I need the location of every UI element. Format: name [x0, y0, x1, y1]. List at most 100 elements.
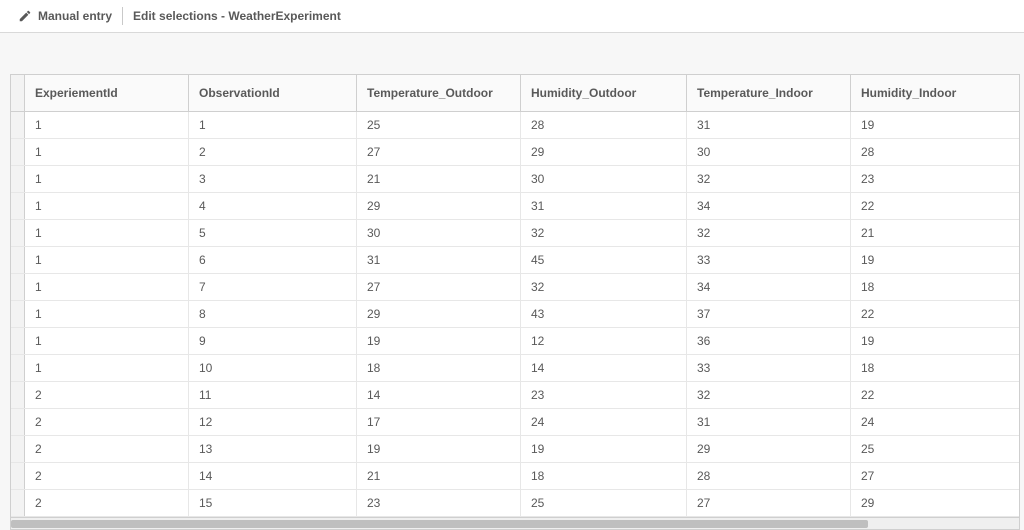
- cell[interactable]: 22: [851, 301, 1019, 327]
- cell[interactable]: 1: [25, 247, 189, 273]
- edit-selections-button[interactable]: Edit selections - WeatherExperiment: [123, 0, 351, 32]
- cell[interactable]: 1: [25, 328, 189, 354]
- cell[interactable]: 28: [687, 463, 851, 489]
- cell[interactable]: 24: [521, 409, 687, 435]
- cell[interactable]: 1: [25, 355, 189, 381]
- cell[interactable]: 4: [189, 193, 357, 219]
- cell[interactable]: 14: [521, 355, 687, 381]
- cell[interactable]: 2: [25, 409, 189, 435]
- cell[interactable]: 27: [851, 463, 1019, 489]
- cell[interactable]: 43: [521, 301, 687, 327]
- cell[interactable]: 1: [25, 274, 189, 300]
- cell[interactable]: 34: [687, 193, 851, 219]
- col-header-experimentid[interactable]: ExperiementId: [25, 75, 189, 111]
- cell[interactable]: 30: [357, 220, 521, 246]
- col-header-observationid[interactable]: ObservationId: [189, 75, 357, 111]
- cell[interactable]: 6: [189, 247, 357, 273]
- cell[interactable]: 32: [687, 166, 851, 192]
- cell[interactable]: 29: [357, 301, 521, 327]
- cell[interactable]: 19: [851, 328, 1019, 354]
- cell[interactable]: 27: [357, 139, 521, 165]
- cell[interactable]: 11: [189, 382, 357, 408]
- table-row[interactable]: 1 6 31 45 33 19: [11, 247, 1019, 274]
- cell[interactable]: 2: [25, 382, 189, 408]
- table-row[interactable]: 1 3 21 30 32 23: [11, 166, 1019, 193]
- cell[interactable]: 23: [357, 490, 521, 516]
- cell[interactable]: 2: [25, 490, 189, 516]
- cell[interactable]: 18: [357, 355, 521, 381]
- cell[interactable]: 19: [851, 112, 1019, 138]
- cell[interactable]: 1: [25, 112, 189, 138]
- data-grid[interactable]: ExperiementId ObservationId Temperature_…: [10, 74, 1020, 518]
- cell[interactable]: 30: [687, 139, 851, 165]
- cell[interactable]: 30: [521, 166, 687, 192]
- table-row[interactable]: 1 4 29 31 34 22: [11, 193, 1019, 220]
- cell[interactable]: 28: [521, 112, 687, 138]
- cell[interactable]: 3: [189, 166, 357, 192]
- cell[interactable]: 32: [521, 274, 687, 300]
- cell[interactable]: 34: [687, 274, 851, 300]
- table-row[interactable]: 1 5 30 32 32 21: [11, 220, 1019, 247]
- cell[interactable]: 29: [851, 490, 1019, 516]
- cell[interactable]: 14: [357, 382, 521, 408]
- cell[interactable]: 8: [189, 301, 357, 327]
- cell[interactable]: 1: [189, 112, 357, 138]
- cell[interactable]: 25: [357, 112, 521, 138]
- cell[interactable]: 31: [687, 112, 851, 138]
- cell[interactable]: 25: [521, 490, 687, 516]
- cell[interactable]: 1: [25, 139, 189, 165]
- cell[interactable]: 1: [25, 301, 189, 327]
- col-header-temperature-indoor[interactable]: Temperature_Indoor: [687, 75, 851, 111]
- cell[interactable]: 12: [189, 409, 357, 435]
- cell[interactable]: 28: [851, 139, 1019, 165]
- cell[interactable]: 27: [357, 274, 521, 300]
- cell[interactable]: 12: [521, 328, 687, 354]
- table-row[interactable]: 1 2 27 29 30 28: [11, 139, 1019, 166]
- cell[interactable]: 14: [189, 463, 357, 489]
- table-row[interactable]: 1 10 18 14 33 18: [11, 355, 1019, 382]
- table-row[interactable]: 2 14 21 18 28 27: [11, 463, 1019, 490]
- table-row[interactable]: 2 15 23 25 27 29: [11, 490, 1019, 517]
- table-row[interactable]: 1 1 25 28 31 19: [11, 112, 1019, 139]
- cell[interactable]: 27: [687, 490, 851, 516]
- table-row[interactable]: 1 8 29 43 37 22: [11, 301, 1019, 328]
- manual-entry-button[interactable]: Manual entry: [8, 0, 122, 32]
- cell[interactable]: 10: [189, 355, 357, 381]
- cell[interactable]: 45: [521, 247, 687, 273]
- cell[interactable]: 23: [851, 166, 1019, 192]
- horizontal-scrollbar[interactable]: [10, 518, 1020, 530]
- cell[interactable]: 2: [189, 139, 357, 165]
- cell[interactable]: 19: [851, 247, 1019, 273]
- cell[interactable]: 17: [357, 409, 521, 435]
- cell[interactable]: 31: [521, 193, 687, 219]
- cell[interactable]: 13: [189, 436, 357, 462]
- cell[interactable]: 21: [851, 220, 1019, 246]
- cell[interactable]: 31: [357, 247, 521, 273]
- cell[interactable]: 37: [687, 301, 851, 327]
- cell[interactable]: 21: [357, 463, 521, 489]
- cell[interactable]: 1: [25, 220, 189, 246]
- cell[interactable]: 22: [851, 193, 1019, 219]
- col-header-humidity-indoor[interactable]: Humidity_Indoor: [851, 75, 1019, 111]
- cell[interactable]: 33: [687, 247, 851, 273]
- cell[interactable]: 33: [687, 355, 851, 381]
- scrollbar-thumb[interactable]: [11, 520, 868, 528]
- cell[interactable]: 7: [189, 274, 357, 300]
- cell[interactable]: 29: [687, 436, 851, 462]
- cell[interactable]: 25: [851, 436, 1019, 462]
- cell[interactable]: 2: [25, 436, 189, 462]
- cell[interactable]: 23: [521, 382, 687, 408]
- cell[interactable]: 21: [357, 166, 521, 192]
- col-header-temperature-outdoor[interactable]: Temperature_Outdoor: [357, 75, 521, 111]
- table-row[interactable]: 1 7 27 32 34 18: [11, 274, 1019, 301]
- cell[interactable]: 24: [851, 409, 1019, 435]
- cell[interactable]: 18: [851, 274, 1019, 300]
- table-row[interactable]: 2 13 19 19 29 25: [11, 436, 1019, 463]
- cell[interactable]: 1: [25, 166, 189, 192]
- cell[interactable]: 31: [687, 409, 851, 435]
- cell[interactable]: 1: [25, 193, 189, 219]
- col-header-humidity-outdoor[interactable]: Humidity_Outdoor: [521, 75, 687, 111]
- cell[interactable]: 36: [687, 328, 851, 354]
- cell[interactable]: 32: [521, 220, 687, 246]
- cell[interactable]: 5: [189, 220, 357, 246]
